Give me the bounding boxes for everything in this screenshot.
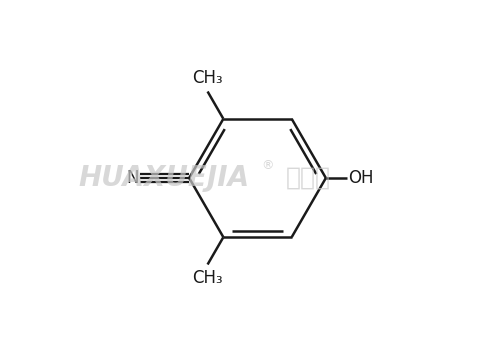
Text: CH₃: CH₃ [192, 69, 223, 87]
Text: CH₃: CH₃ [192, 269, 223, 287]
Text: 化学加: 化学加 [286, 166, 331, 190]
Text: N: N [126, 169, 139, 187]
Text: HUAXUEJIA: HUAXUEJIA [79, 164, 250, 192]
Text: OH: OH [348, 169, 374, 187]
Text: ®: ® [261, 159, 274, 172]
